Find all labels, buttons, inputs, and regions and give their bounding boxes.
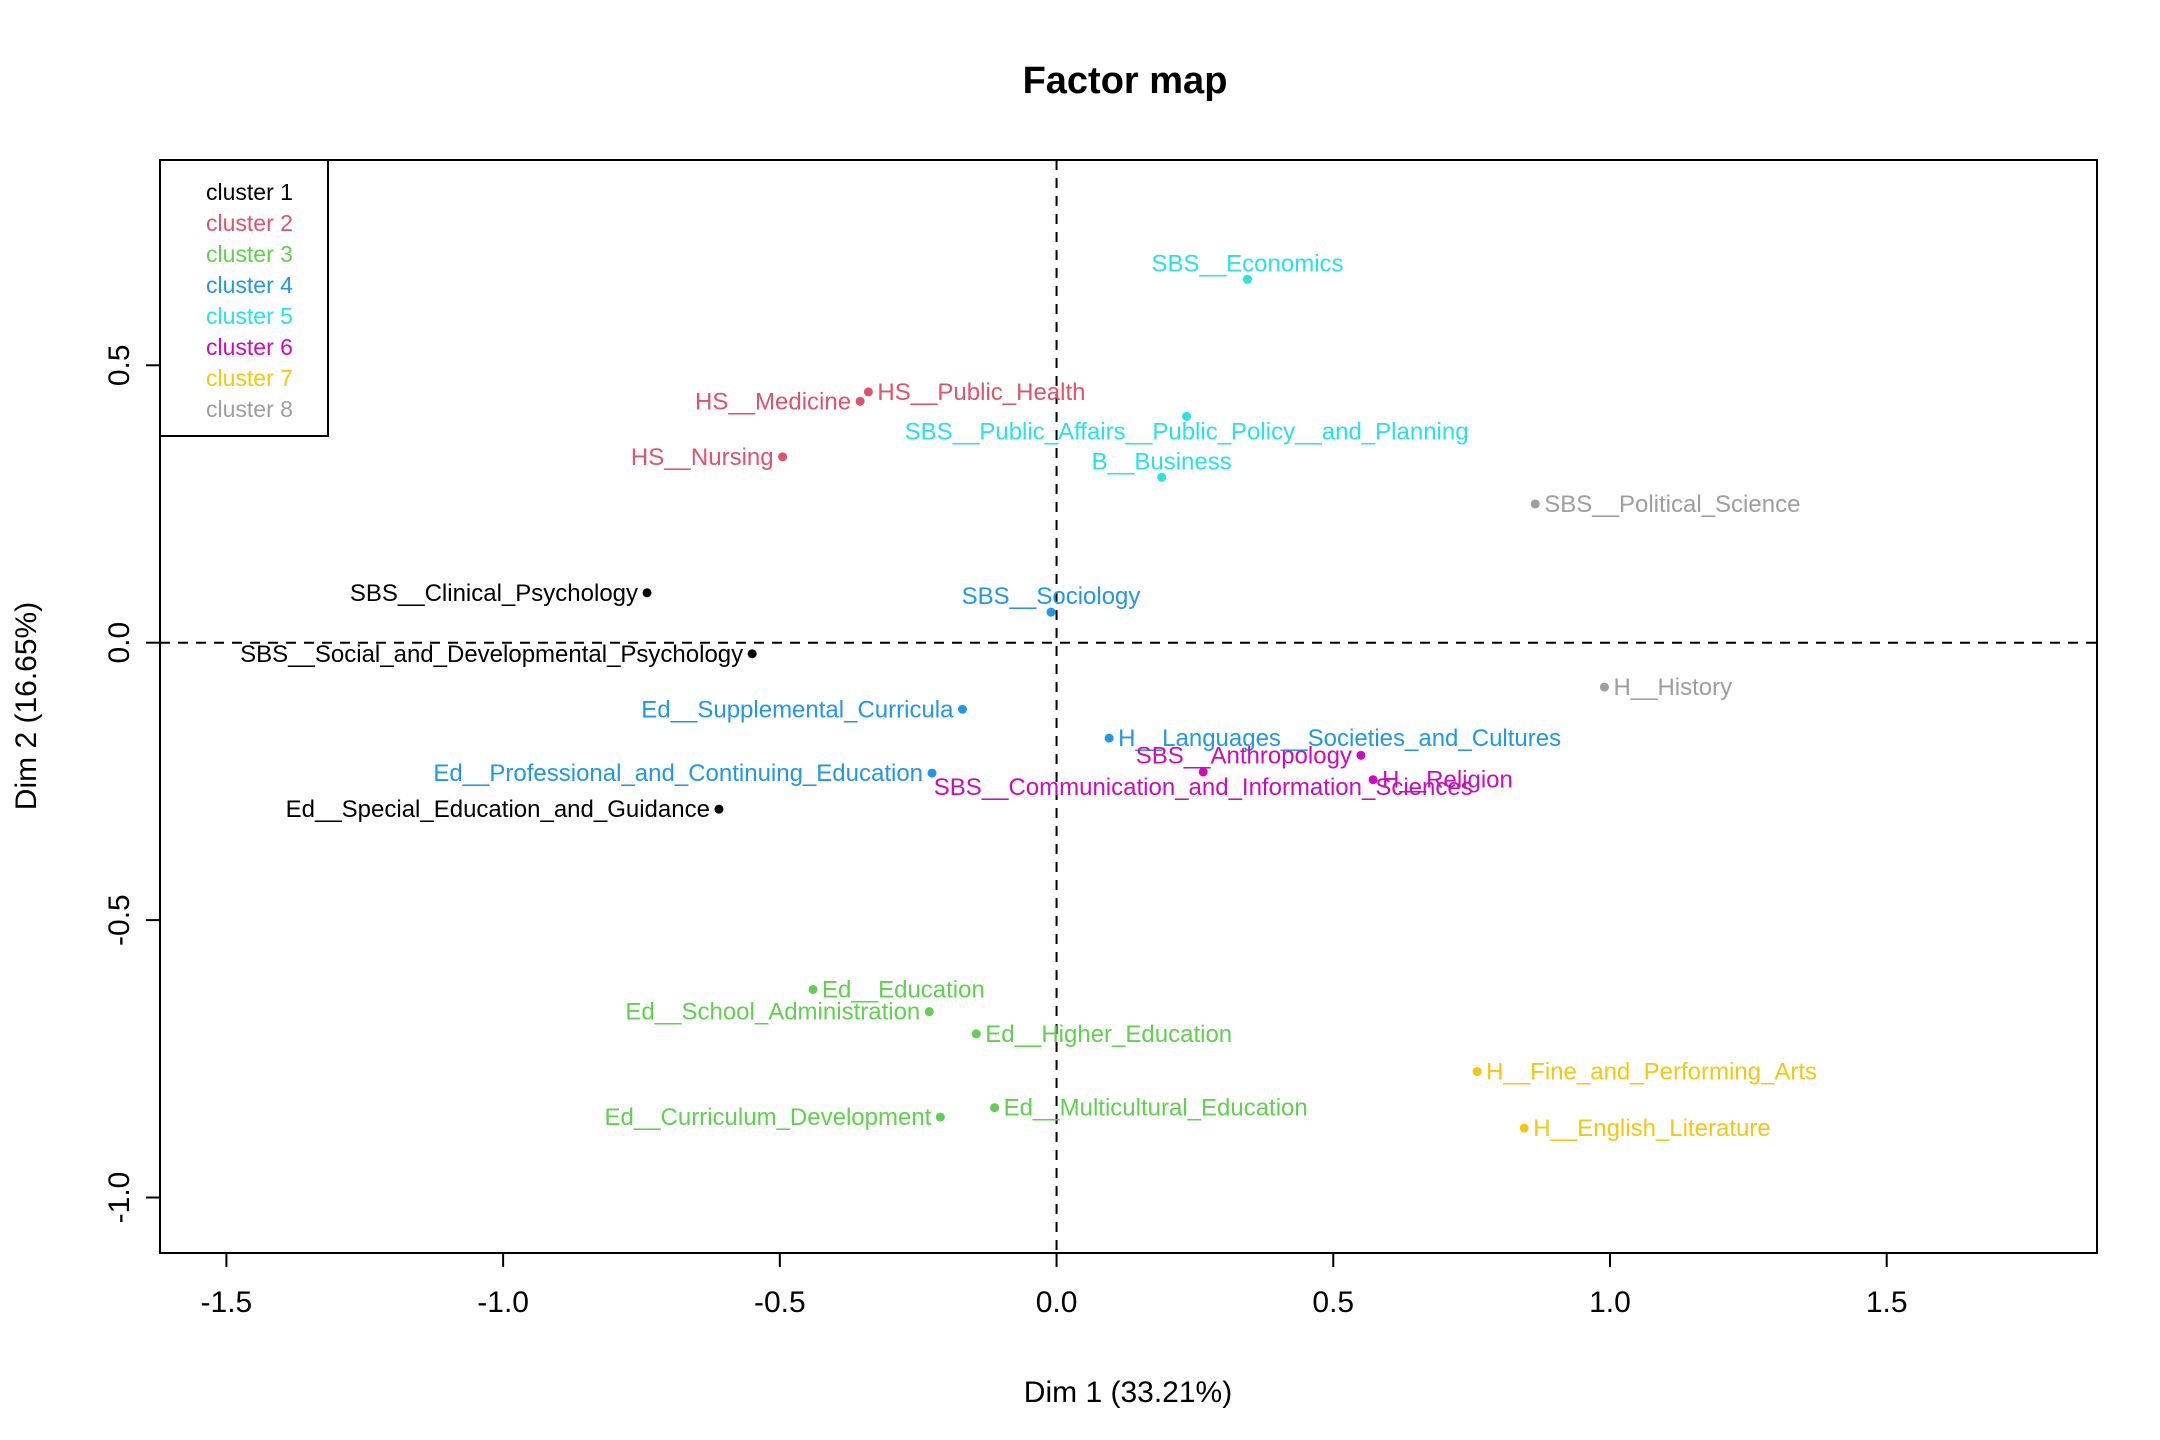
point-label: Ed__Supplemental_Curricula [641, 696, 954, 723]
data-point [1182, 411, 1192, 421]
plot-frame [159, 159, 2098, 1254]
data-point [1368, 775, 1378, 785]
point-label: H__History [1613, 674, 1732, 701]
point-label: Ed__Curriculum_Development [605, 1104, 932, 1131]
x-tick-label: 1.0 [1589, 1286, 1631, 1319]
data-point [808, 984, 818, 994]
y-tick-label: 0.5 [103, 344, 136, 386]
data-point [747, 649, 757, 659]
point-label: HS__Nursing [631, 444, 774, 471]
data-point [1104, 733, 1114, 743]
legend-entry: cluster 8 [206, 396, 293, 422]
y-tick-label: -1.0 [103, 1172, 136, 1224]
point-label: SBS__Clinical_Psychology [350, 580, 638, 607]
legend-entry: cluster 7 [206, 365, 293, 391]
x-tick-label: 1.5 [1866, 1286, 1908, 1319]
x-axis: -1.5 -1.0 -0.5 0.0 0.5 1.0 1.5 [201, 1253, 1908, 1319]
labels-layer: SBS__Clinical_Psychology SBS__Social_and_… [240, 250, 1817, 1142]
data-point [1519, 1123, 1529, 1133]
legend-box [159, 159, 329, 437]
x-axis-title: Dim 1 (33.21%) [1024, 1376, 1232, 1409]
data-point [1242, 274, 1252, 284]
points-layer [642, 274, 1609, 1133]
legend-entry: cluster 6 [206, 334, 293, 360]
point-label: SBS__Political_Science [1544, 491, 1800, 518]
point-label: HS__Public_Health [877, 379, 1085, 406]
point-label: SBS__Communication_and_Information_Scien… [934, 774, 1473, 801]
x-tick-label: -1.0 [477, 1286, 529, 1319]
y-tick-label: 0.0 [103, 622, 136, 664]
point-label: SBS__Sociology [962, 583, 1141, 610]
point-label: Ed__Multicultural_Education [1004, 1095, 1308, 1122]
point-label: H__English_Literature [1533, 1115, 1770, 1142]
data-point [971, 1029, 981, 1039]
point-label: B__Business [1092, 448, 1232, 475]
point-label: SBS__Public_Affairs__Public_Policy__and_… [905, 418, 1469, 445]
data-point [1599, 682, 1609, 692]
chart-title: Factor map [1023, 60, 1228, 102]
data-point [855, 396, 865, 406]
point-label: HS__Medicine [695, 388, 851, 415]
data-point [927, 768, 937, 778]
point-label: Ed__Education [822, 976, 985, 1003]
data-point [1198, 767, 1208, 777]
point-label: H__Religion [1382, 767, 1513, 794]
point-label: SBS__Anthropology [1136, 742, 1352, 769]
data-point [1157, 472, 1167, 482]
point-label: H__Fine_and_Performing_Arts [1486, 1059, 1817, 1086]
point-label: SBS__Social_and_Developmental_Psychology [240, 641, 743, 668]
data-point [990, 1103, 1000, 1113]
data-point [935, 1112, 945, 1122]
legend-entry: cluster 5 [206, 303, 293, 329]
data-point [1046, 607, 1056, 617]
data-point [1472, 1067, 1482, 1077]
legend-entry: cluster 1 [206, 179, 293, 205]
point-label: Ed__Higher_Education [985, 1021, 1232, 1048]
reference-lines [160, 160, 2097, 1253]
y-axis-title: Dim 2 (16.65%) [10, 602, 43, 810]
legend-entry: cluster 4 [206, 272, 293, 298]
x-tick-label: -0.5 [754, 1286, 806, 1319]
point-label: H__Languages__Societies_and_Cultures [1118, 725, 1561, 752]
legend-entry: cluster 3 [206, 241, 293, 267]
data-point [778, 452, 788, 462]
data-point [1356, 750, 1366, 760]
point-label: Ed__Special_Education_and_Guidance [286, 796, 710, 823]
data-point [924, 1007, 934, 1017]
y-axis: -1.0 -0.5 0.0 0.5 [103, 344, 160, 1223]
data-point [863, 387, 873, 397]
point-label: SBS__Economics [1151, 250, 1343, 277]
x-tick-label: 0.5 [1312, 1286, 1354, 1319]
data-point [642, 588, 652, 598]
data-point [957, 704, 967, 714]
legend-entry: cluster 2 [206, 210, 293, 236]
point-label: Ed__School_Administration [625, 999, 920, 1026]
data-point [714, 804, 724, 814]
y-tick-label: -0.5 [103, 894, 136, 946]
legend: cluster 1 cluster 2 cluster 3 cluster 4 clus… [159, 159, 329, 437]
data-point [1530, 499, 1540, 509]
x-tick-label: 0.0 [1036, 1286, 1078, 1319]
point-label: Ed__Professional_and_Continuing_Educatio… [433, 760, 923, 787]
x-tick-label: -1.5 [201, 1286, 253, 1319]
